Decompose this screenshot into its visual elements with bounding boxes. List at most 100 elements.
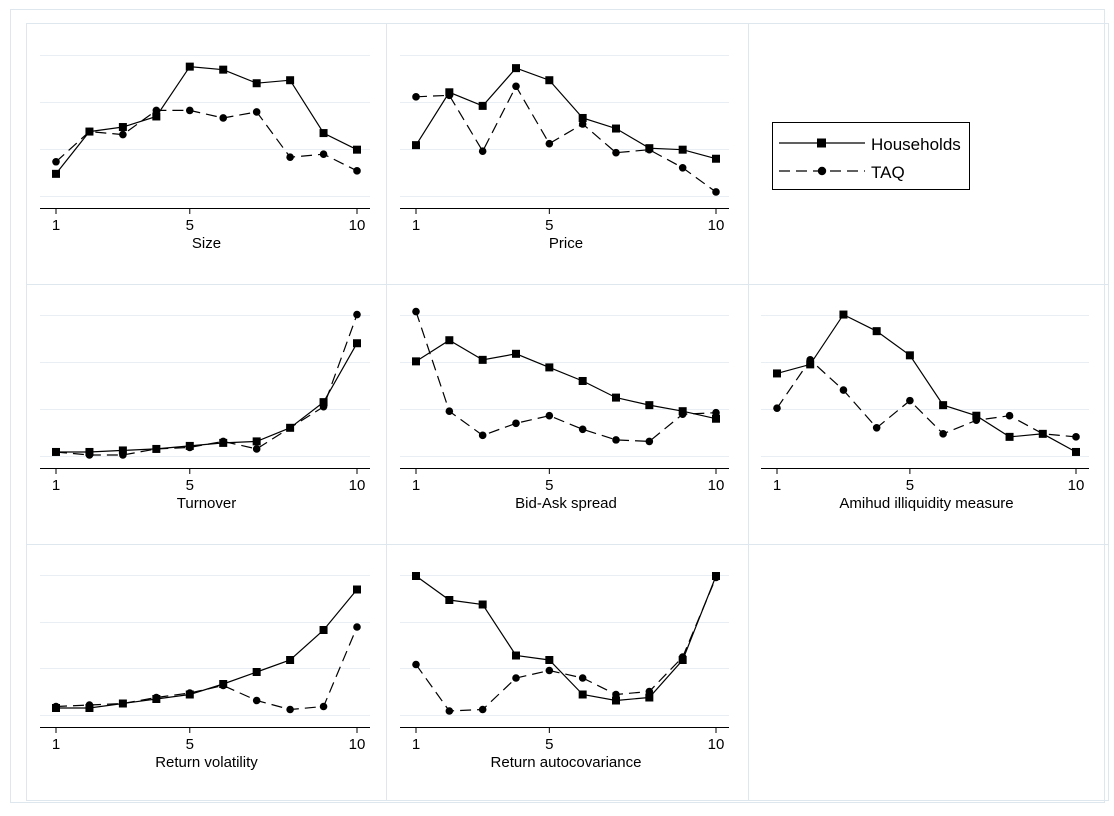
panel-7-series-households-marker [512,651,520,660]
panel-5-series-taq-line [776,358,1077,438]
panel-6-x-axis-label: Return volatility [155,754,258,771]
panel-3-series-households-line [56,342,358,453]
panel-2-series-taq-marker [712,188,720,196]
panel-5-series-households-marker [773,369,781,378]
panel-3-series-taq-marker [119,451,127,459]
panel-2-series-households-marker [612,124,620,133]
panel-2-series-taq-marker [512,82,520,91]
panel-4-series-households-marker [578,376,587,385]
panel-1-series-households-marker [52,169,60,178]
panel-6-series-households-marker [286,656,295,664]
panel-3-series-taq-marker [185,443,194,452]
panel-7-series-households-marker [412,572,420,580]
panel-7-series-taq-marker [712,573,720,582]
panel-5-x-axis-label: Amihud illiquidity measure [839,495,1013,512]
panel-1-series-taq-line [55,109,358,172]
panel-5-series-taq-marker [839,386,848,394]
panel-1-series-households-marker [286,76,295,85]
panel-3-series-households-marker [319,398,328,407]
panel-3-x-axis-label: Turnover [177,495,236,512]
panel-2-series-taq-marker [645,145,654,154]
panel-5-series-households-line [776,313,1077,453]
panel-7-series-households-marker [545,656,554,664]
panel-1-series-households-marker [219,65,228,74]
panel-3-series-households-marker [252,437,261,446]
panel-6-series-taq-marker [252,696,261,705]
panel-4-series-taq-marker [645,437,654,446]
legend-taq-symbol [779,166,865,176]
panel-3-series-taq-marker [152,445,161,453]
panel-6-series-taq-marker [152,693,161,702]
panel-3-x-tick-label: 1 [52,477,60,494]
panel-5-series-taq-marker [906,396,914,405]
panel-4-series-households-marker [478,355,487,364]
panel-5-series-taq-marker [872,424,881,432]
panel-7-series-households-marker [645,693,654,702]
panel-4-series-taq-marker [678,410,687,419]
legend: Households TAQ [772,122,970,190]
panel-3-series-taq-marker [353,310,361,319]
panel-2-series-taq-marker [578,120,587,128]
panel-2-series-taq-marker [612,148,620,157]
panel-4-series-taq-marker [445,407,454,415]
legend-item-taq: TAQ [773,160,969,184]
panel-1-x-tick-label: 5 [186,217,194,234]
panel-3-series-taq-marker [52,448,60,456]
panel-4-series-households-marker [712,414,720,423]
panel-5-series-taq-marker [773,404,781,412]
panel-4-series-taq-marker [545,411,554,420]
panel-5-x-tick-label: 10 [1068,477,1085,494]
panel-2-series-households-marker [712,154,720,163]
panel-6-x-tick-label: 1 [52,736,60,753]
panel-7-series-households-marker [445,596,454,604]
panel-7-x-tick-label: 1 [412,736,420,753]
panel-7-series-households-marker [578,690,587,699]
panel-4-series-taq-marker [578,425,587,434]
panel-6-series-taq-line [55,626,358,711]
panel-4-series-households-marker [412,357,420,366]
panel-3-series-taq-line [55,314,358,456]
panel-1-series-taq-marker [152,106,161,115]
panel-5-series-households-marker [905,351,914,360]
panel-5-series-taq-marker [1072,433,1080,441]
panel-4-series-households-marker [612,393,620,402]
panel-7-x-axis-label: Return autocovariance [491,754,642,771]
panel-1-series-taq-marker [219,114,228,122]
panel-6-series-taq-marker [219,681,228,690]
panel-5-x-tick-label: 1 [773,477,781,494]
panel-5-series-taq-marker [806,356,815,364]
panel-5-series-households-marker [1005,432,1014,441]
panel-1-x-axis-label: Size [192,235,221,252]
panel-2-series-households-marker [412,141,420,150]
panel-1-series-taq-marker [185,106,194,115]
panel-4-series-households-marker [512,349,520,358]
panel-4-series-households-marker [445,336,454,345]
panel-7-series-households-marker [612,696,620,705]
panel-2-series-taq-marker [445,91,454,100]
panel-1-x-tick-label: 10 [349,217,366,234]
panel-7-series-taq-marker [445,707,454,715]
panel-4-series-households-marker [645,401,654,410]
panel-2-x-tick-label: 10 [708,217,725,234]
plot-region-frame [26,23,1109,801]
panel-1-series-households-marker [353,145,361,154]
panel-3-series-households-marker [353,339,361,348]
panel-7-series-taq-marker [478,705,487,714]
panel-5-series-taq-marker [972,416,981,425]
panel-5-series-households-marker [939,401,948,410]
panel-6-x-tick-label: 5 [186,736,194,753]
panel-6-series-households-marker [353,585,361,594]
panel-7-series-taq-marker [512,674,520,682]
panel-2-series-households-line [415,67,717,160]
panel-4-series-households-marker [545,363,554,372]
panel-6-series-households-line [56,589,358,709]
panel-7-series-taq-marker [412,660,420,669]
panel-1-series-households-marker [118,123,127,132]
panel-1-x-tick-label: 1 [52,217,60,234]
panel-4-x-tick-label: 1 [412,477,420,494]
panel-2-x-tick-label: 1 [412,217,420,234]
panel-2-x-axis-label: Price [549,235,583,252]
panel-1-series-households-line [55,65,358,175]
panel-2-series-taq-marker [545,139,554,148]
